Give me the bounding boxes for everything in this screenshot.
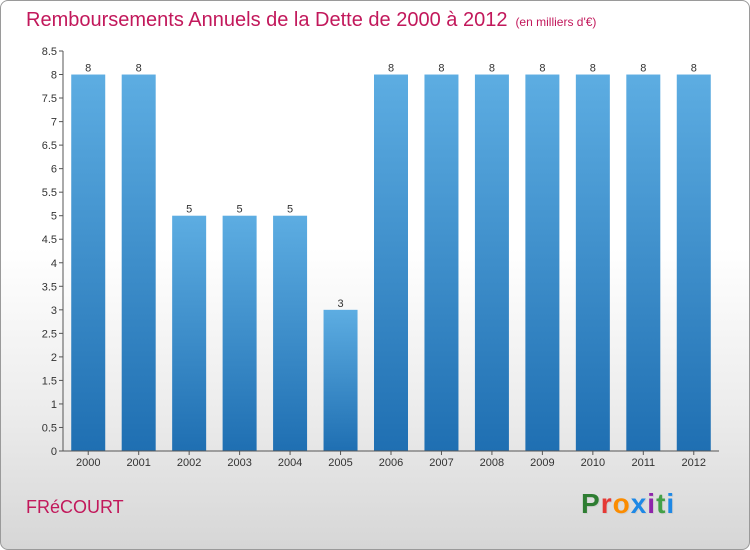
bar-2001 (121, 74, 156, 451)
y-tick-label: 1 (51, 399, 57, 411)
bar-2008 (474, 74, 509, 451)
y-tick-label: 5.5 (42, 187, 57, 199)
y-tick-label: 0.5 (42, 422, 57, 434)
y-tick-label: 1.5 (42, 375, 57, 387)
bar-2010 (575, 74, 610, 451)
y-tick-label: 0 (51, 446, 57, 458)
data-label: 8 (85, 63, 91, 75)
x-tick-label: 2008 (480, 457, 504, 469)
bar-2011 (626, 74, 661, 451)
bar-2004 (273, 215, 308, 451)
x-tick-label: 2012 (682, 457, 706, 469)
logo-letter: P (581, 488, 601, 519)
x-tick-label: 2011 (631, 457, 655, 469)
bar-2005 (323, 309, 358, 451)
data-label: 5 (237, 204, 243, 216)
bar-2012 (676, 74, 711, 451)
data-label: 8 (691, 63, 697, 75)
bar-2009 (525, 74, 560, 451)
y-tick-label: 7 (51, 117, 57, 129)
x-tick-label: 2004 (278, 457, 302, 469)
title-text: Remboursements Annuels de la Dette de 20… (26, 9, 508, 31)
x-axis: 2000 2001 2002 2003 2004 2005 2006 2007 2008 2009… (63, 450, 719, 469)
y-tick-label: 3.5 (42, 281, 57, 293)
logo-letter: i (647, 488, 657, 519)
bar-2003 (222, 215, 257, 451)
y-tick-label: 6 (51, 164, 57, 176)
x-tick-label: 2010 (581, 457, 605, 469)
bars: 8 8 5 5 5 3 8 8 8 8 8 8 8 (71, 63, 711, 451)
data-label: 5 (287, 204, 293, 216)
proxiti-logo[interactable]: Proxiti (581, 488, 675, 520)
y-axis: 0 0.5 1 1.5 2 2.5 3 3.5 4 4.5 5 5.5 6 6.5 7 7.5 8 8.5 (42, 46, 64, 458)
y-tick-label: 8 (51, 70, 57, 82)
data-label: 3 (337, 298, 343, 310)
data-label: 8 (489, 63, 495, 75)
y-tick-label: 8.5 (42, 46, 57, 58)
x-tick-label: 2003 (227, 457, 251, 469)
logo-letter: t (656, 488, 667, 519)
bar-2006 (374, 74, 408, 451)
x-tick-label: 2002 (177, 457, 201, 469)
bar-2002 (172, 215, 207, 451)
x-tick-label: 2007 (429, 457, 453, 469)
y-tick-label: 5 (51, 211, 57, 223)
data-label: 8 (539, 63, 545, 75)
logo-letter: o (612, 488, 631, 519)
data-label: 8 (640, 63, 646, 75)
data-label: 8 (590, 63, 596, 75)
x-tick-label: 2006 (379, 457, 403, 469)
logo-letter: i (666, 488, 676, 519)
x-tick-label: 2001 (126, 457, 150, 469)
y-tick-label: 3 (51, 305, 57, 317)
bar-2007 (424, 74, 459, 451)
data-label: 8 (388, 63, 394, 75)
unit-label: (en milliers d'€) (515, 15, 597, 29)
commune-name: FRéCOURT (26, 497, 124, 517)
y-tick-label: 6.5 (42, 140, 57, 152)
data-label: 8 (136, 63, 142, 75)
y-tick-label: 7.5 (42, 93, 57, 105)
y-tick-label: 4 (51, 258, 57, 270)
data-label: 5 (186, 204, 192, 216)
y-tick-label: 2 (51, 352, 57, 364)
logo-letter: r (600, 488, 613, 519)
logo-letter: x (630, 488, 648, 519)
y-tick-label: 2.5 (42, 328, 57, 340)
x-tick-label: 2000 (76, 457, 100, 469)
data-label: 8 (438, 63, 444, 75)
chart-title: Remboursements Annuels de la Dette de 20… (26, 9, 596, 32)
x-tick-label: 2009 (530, 457, 554, 469)
bar-2000 (71, 74, 106, 451)
y-tick-label: 4.5 (42, 234, 57, 246)
x-tick-label: 2005 (328, 457, 352, 469)
